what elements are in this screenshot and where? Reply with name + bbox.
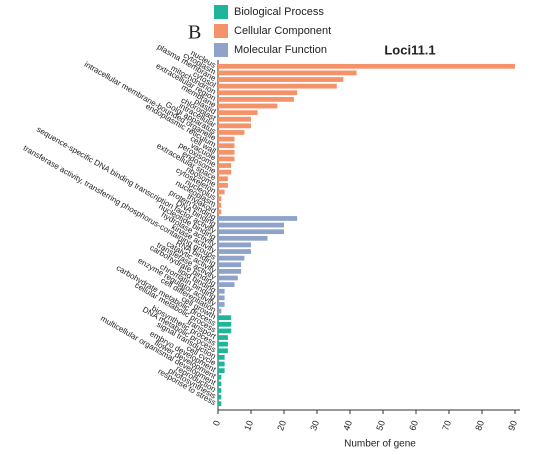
bar bbox=[218, 229, 284, 235]
bar bbox=[218, 388, 222, 393]
bar bbox=[218, 242, 251, 248]
bar bbox=[218, 183, 228, 188]
bar bbox=[218, 315, 232, 321]
x-tick-label: 70 bbox=[440, 419, 453, 432]
bar bbox=[218, 249, 251, 254]
bar bbox=[218, 381, 222, 387]
bar bbox=[218, 302, 225, 307]
bar bbox=[218, 255, 245, 261]
bar bbox=[218, 401, 222, 407]
bar bbox=[218, 103, 278, 109]
legend-label: Cellular Component bbox=[234, 25, 331, 37]
bar bbox=[218, 361, 225, 367]
bar bbox=[218, 288, 225, 294]
bar bbox=[218, 77, 344, 82]
bar bbox=[218, 110, 258, 115]
bar bbox=[218, 295, 225, 301]
bar bbox=[218, 156, 235, 162]
bar bbox=[218, 394, 222, 400]
bar bbox=[218, 123, 251, 129]
x-tick-label: 0 bbox=[211, 419, 222, 427]
bar bbox=[218, 262, 242, 268]
x-tick-label: 30 bbox=[308, 419, 321, 432]
bar bbox=[218, 163, 232, 168]
bar bbox=[218, 83, 337, 89]
legend-swatch bbox=[214, 43, 228, 57]
bar bbox=[218, 70, 357, 76]
x-tick-label: 50 bbox=[374, 419, 387, 432]
x-axis-label: Number of gene bbox=[344, 439, 416, 450]
bar bbox=[218, 202, 222, 208]
legend-label: Molecular Function bbox=[234, 44, 327, 56]
bar bbox=[218, 130, 245, 135]
bar bbox=[218, 328, 232, 334]
bar bbox=[218, 149, 235, 155]
legend-label: Biological Process bbox=[234, 6, 324, 18]
bar bbox=[218, 222, 284, 228]
bar bbox=[218, 216, 298, 221]
bar bbox=[218, 282, 235, 287]
x-tick-label: 10 bbox=[242, 419, 255, 432]
legend-swatch bbox=[214, 24, 228, 38]
bar bbox=[218, 308, 222, 314]
bar bbox=[218, 90, 298, 96]
bar bbox=[218, 176, 228, 182]
chart-title: Loci11.1 bbox=[384, 42, 435, 57]
bar bbox=[218, 63, 515, 69]
bar bbox=[218, 269, 242, 274]
bar bbox=[218, 368, 225, 373]
x-tick-label: 60 bbox=[407, 419, 420, 432]
bar bbox=[218, 355, 225, 360]
bar bbox=[218, 341, 228, 347]
bar bbox=[218, 235, 268, 241]
x-tick-label: 90 bbox=[506, 419, 519, 432]
x-tick-label: 20 bbox=[275, 419, 288, 432]
bar bbox=[218, 136, 235, 142]
bar bbox=[218, 209, 222, 215]
bar bbox=[218, 189, 225, 195]
bar bbox=[218, 335, 228, 340]
bar bbox=[218, 97, 294, 102]
bar bbox=[218, 143, 235, 149]
bar bbox=[218, 275, 238, 281]
bar bbox=[218, 321, 232, 327]
legend-swatch bbox=[214, 5, 228, 19]
panel-label: B bbox=[188, 22, 201, 44]
x-tick-label: 80 bbox=[473, 419, 486, 432]
bar bbox=[218, 169, 232, 175]
bar bbox=[218, 196, 222, 201]
x-tick-label: 40 bbox=[341, 419, 354, 432]
bar bbox=[218, 116, 251, 122]
bar bbox=[218, 374, 222, 380]
bar bbox=[218, 348, 228, 354]
